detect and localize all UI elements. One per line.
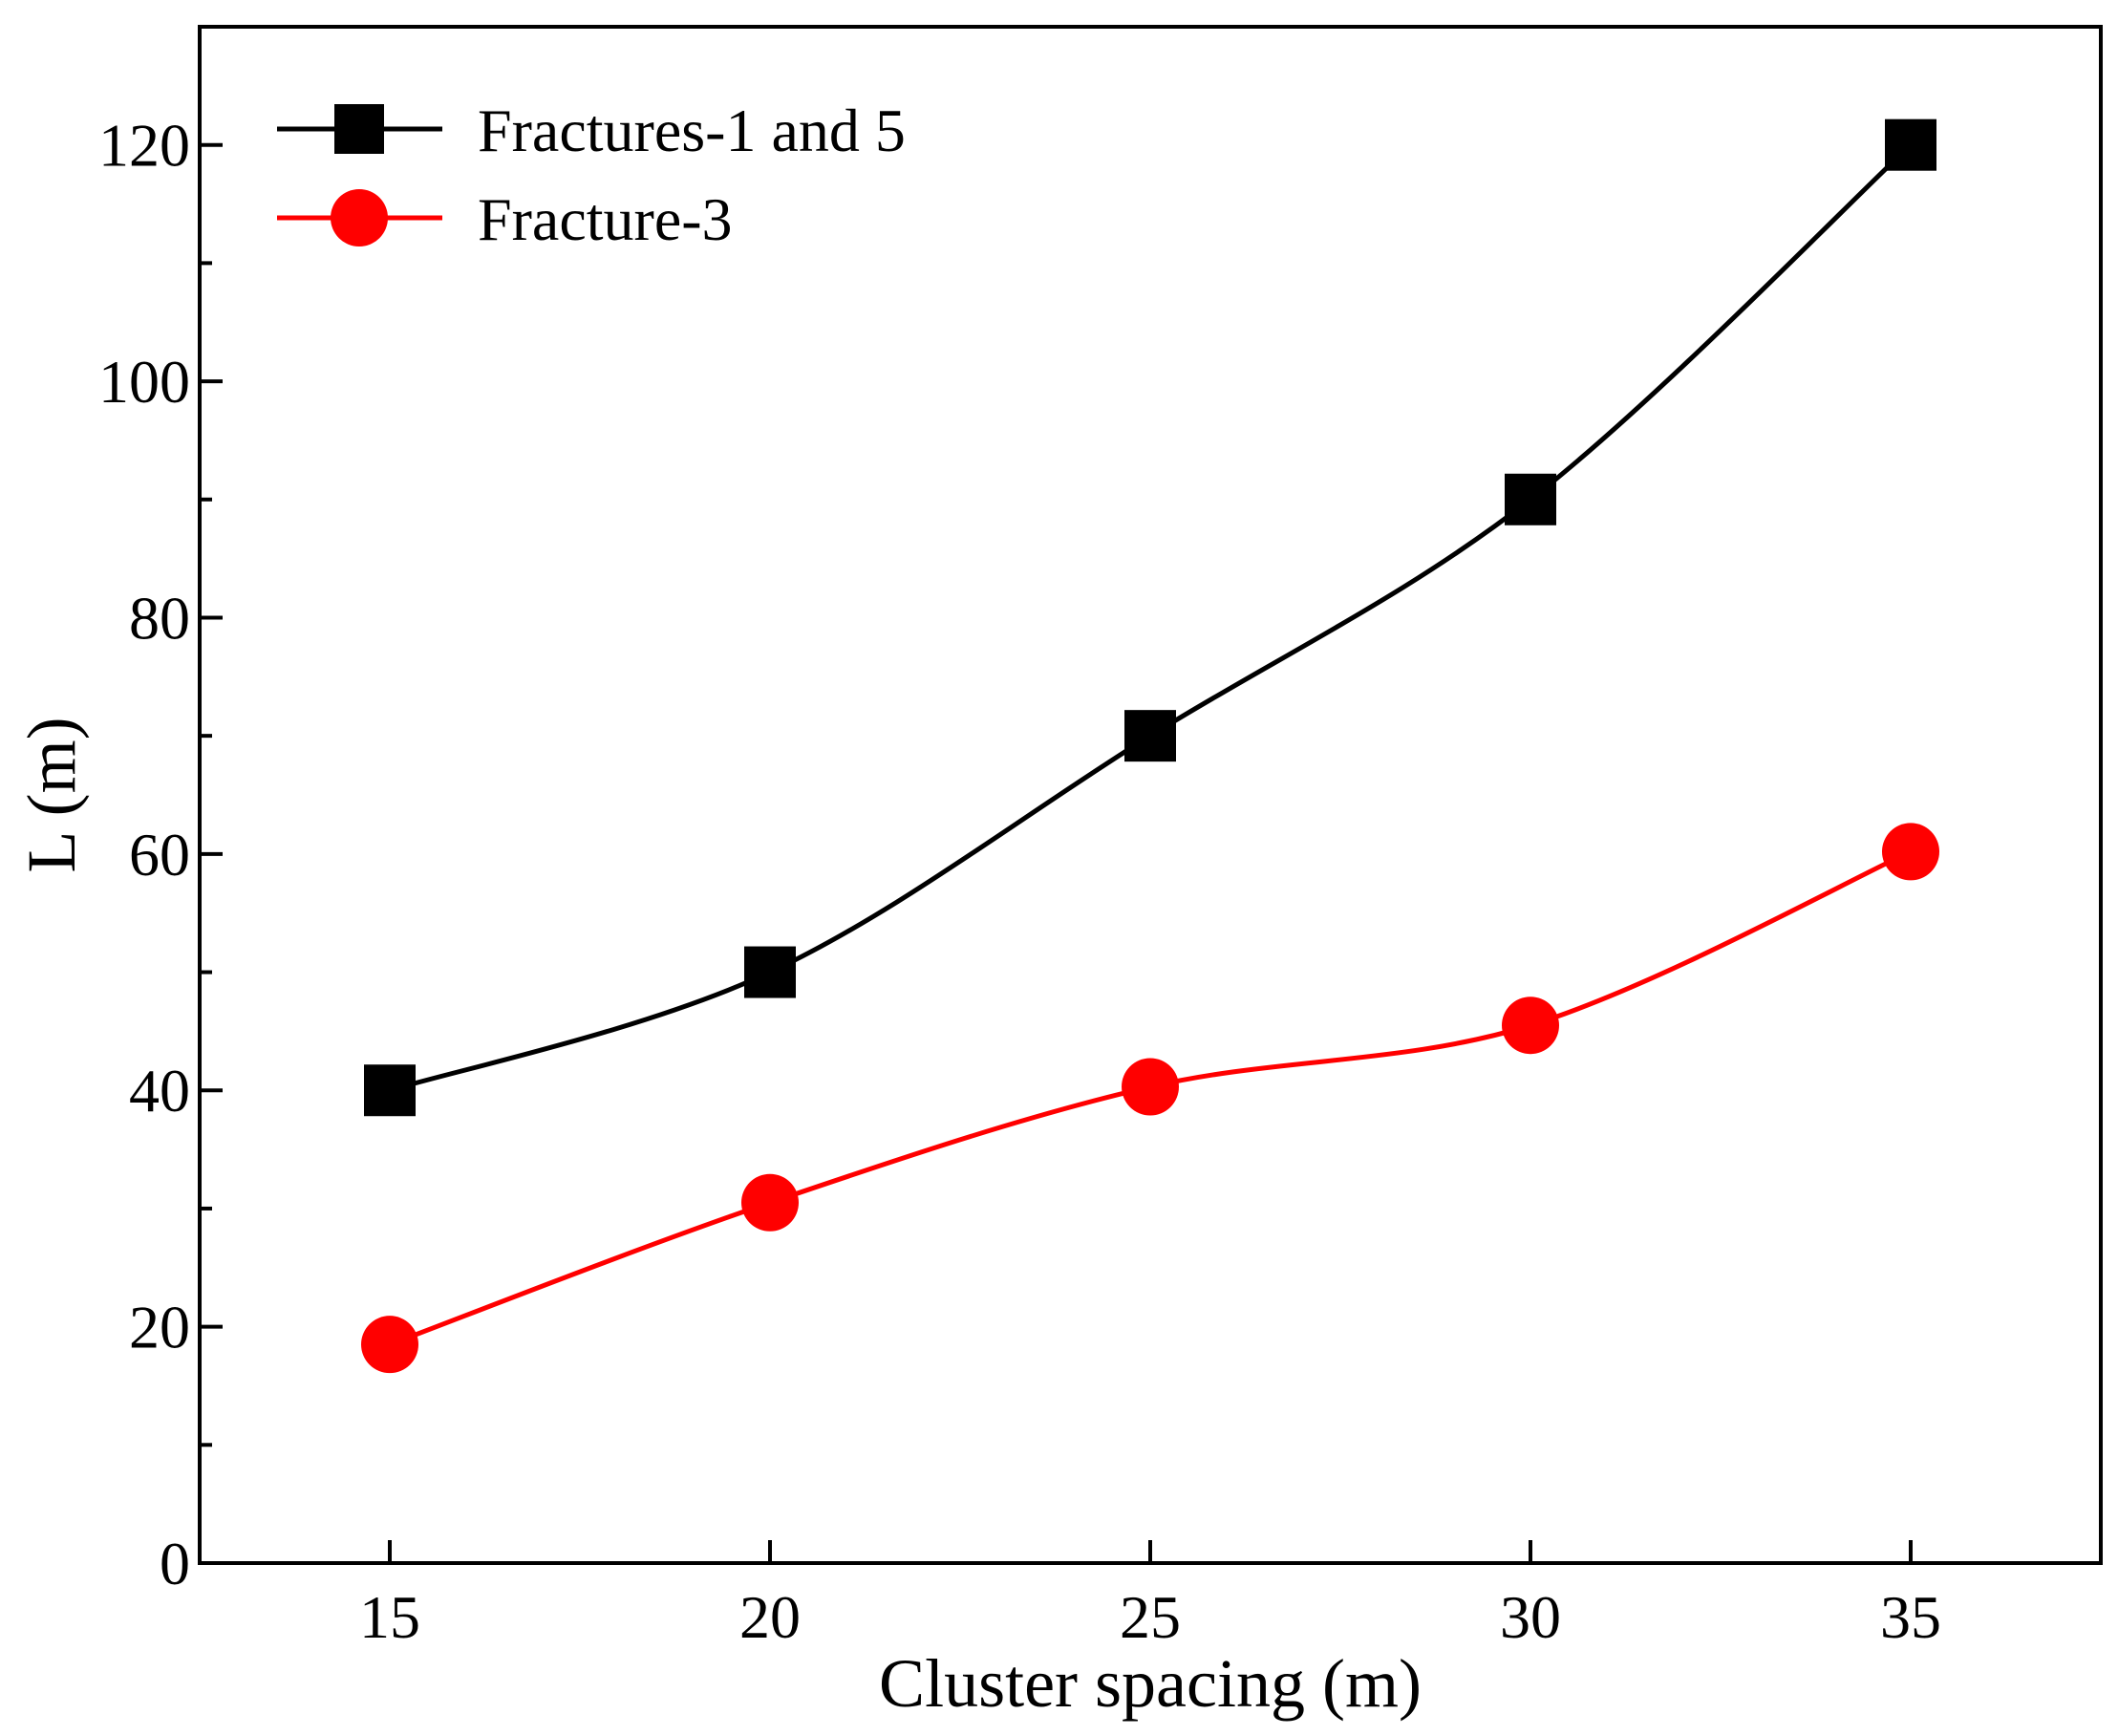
y-tick-label: 40 bbox=[129, 1057, 190, 1125]
data-point-series-1 bbox=[744, 946, 796, 998]
y-tick-label: 20 bbox=[129, 1294, 190, 1361]
data-point-series-2 bbox=[1882, 823, 1939, 881]
legend-label-series-2: Fracture-3 bbox=[478, 185, 733, 253]
legend-marker-series-2 bbox=[331, 189, 388, 246]
legend-label-series-1: Fractures-1 and 5 bbox=[478, 96, 906, 164]
data-point-series-1 bbox=[1885, 118, 1936, 171]
legend-marker-series-1 bbox=[334, 104, 384, 154]
x-tick-label: 15 bbox=[359, 1583, 420, 1651]
x-axis-title: Cluster spacing (m) bbox=[879, 1645, 1422, 1722]
series-layer bbox=[361, 118, 1939, 1374]
data-point-series-1 bbox=[1505, 473, 1556, 525]
legend: Fractures-1 and 5 Fracture-3 bbox=[277, 96, 906, 253]
data-point-series-2 bbox=[1502, 997, 1559, 1055]
x-tick-label: 30 bbox=[1500, 1583, 1561, 1651]
data-point-series-1 bbox=[364, 1064, 416, 1117]
tick-labels: 15 20 25 30 35 0 20 40 60 80 100 120 bbox=[98, 112, 1941, 1651]
series-line-1 bbox=[389, 142, 1913, 1093]
x-tick-label: 25 bbox=[1120, 1583, 1181, 1651]
data-point-series-2 bbox=[741, 1173, 799, 1232]
plot-frame bbox=[198, 25, 2103, 1565]
data-point-series-1 bbox=[1124, 710, 1176, 762]
x-tick-label: 20 bbox=[739, 1583, 801, 1651]
y-axis-title: L (m) bbox=[13, 717, 90, 872]
x-tick-label: 35 bbox=[1880, 1583, 1941, 1651]
axis-ticks bbox=[200, 142, 1913, 1565]
data-point-series-2 bbox=[361, 1316, 418, 1374]
y-tick-label: 80 bbox=[129, 584, 190, 652]
y-tick-label: 60 bbox=[129, 821, 190, 889]
data-point-series-2 bbox=[1122, 1058, 1179, 1116]
y-tick-label: 100 bbox=[98, 348, 190, 416]
y-tick-label: 120 bbox=[98, 112, 190, 180]
y-tick-label: 0 bbox=[160, 1530, 190, 1597]
